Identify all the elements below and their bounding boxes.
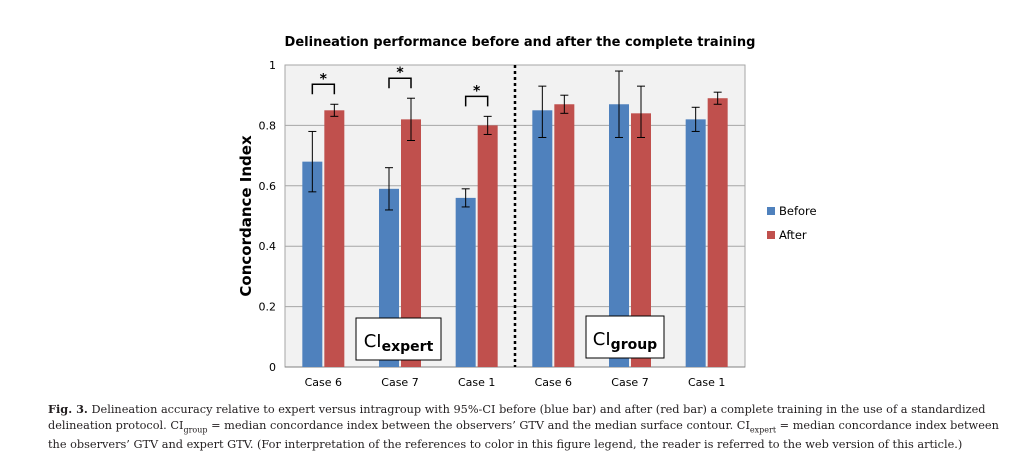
legend-label-after: After: [779, 228, 807, 242]
y-tick-label: 1: [269, 59, 276, 72]
bar-before: [455, 197, 476, 367]
bar-after: [554, 104, 575, 367]
significance-asterisk: *: [320, 71, 328, 87]
y-tick-label: 0.2: [259, 301, 277, 314]
y-tick-label: 0.6: [259, 180, 277, 193]
significance-bracket: [311, 83, 336, 95]
x-tick-label: Case 6: [535, 376, 572, 389]
chart-title: Delineation performance before and after…: [285, 35, 756, 50]
bar-before: [532, 110, 553, 368]
x-tick-label: Case 6: [305, 376, 342, 389]
figure-caption: Fig. 3. Delineation accuracy relative to…: [48, 402, 1016, 453]
bar-before: [685, 119, 706, 367]
bar-after: [401, 119, 421, 367]
x-tick-label: Case 1: [458, 376, 495, 389]
group-label-box: [355, 317, 442, 361]
group-label-box: [585, 315, 665, 359]
significance-bracket: [464, 95, 489, 107]
legend-swatch-before: [767, 207, 775, 215]
legend-label-before: Before: [779, 204, 817, 218]
bar-before: [609, 104, 629, 367]
bar-after: [707, 98, 728, 367]
bar-after: [477, 125, 498, 368]
concordance-bar-chart: 0 0.2 0.4 0.6 0.8 1 Case 6 Case 7 Case 1 Case 6 Ca…: [237, 35, 817, 389]
significance-asterisk: *: [473, 83, 481, 99]
y-tick-label: 0.4: [259, 240, 277, 253]
caption-text-3: = median concordance index between the o…: [48, 418, 999, 452]
y-axis-label: Concordance Index: [237, 135, 255, 297]
significance-asterisk: *: [396, 65, 404, 81]
x-tick-label: Case 1: [688, 376, 725, 389]
x-tick-label: Case 7: [381, 376, 418, 389]
bar-after: [631, 113, 651, 367]
caption-text-1: Delineation accuracy relative to expert …: [48, 403, 986, 432]
figure-label: Fig. 3.: [48, 402, 88, 416]
caption-text-2: = median concordance index between the o…: [207, 418, 750, 432]
significance-bracket: [388, 77, 412, 89]
caption-sub-group: group: [183, 424, 208, 434]
group-label-expert: CIexpert: [364, 331, 434, 355]
group-label-group: CIgroup: [593, 329, 657, 353]
bar-after: [324, 110, 345, 368]
bar-before: [302, 161, 323, 367]
y-tick-label: 0: [269, 361, 276, 374]
y-tick-label: 0.8: [259, 119, 277, 132]
caption-sub-expert: expert: [749, 424, 777, 434]
legend-swatch-after: [767, 231, 775, 239]
x-tick-label: Case 7: [611, 376, 648, 389]
chart-container: 0 0.2 0.4 0.6 0.8 1 Case 6 Case 7 Case 1 Case 6 Ca…: [237, 35, 817, 389]
